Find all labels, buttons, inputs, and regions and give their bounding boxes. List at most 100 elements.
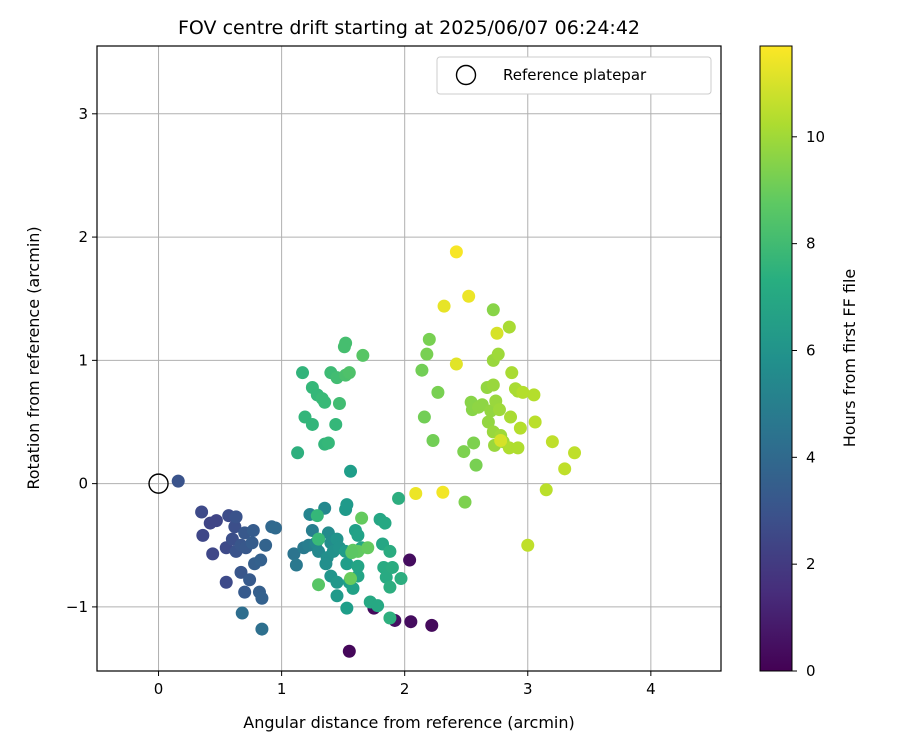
data-point — [420, 347, 434, 361]
y-tick-label: −1 — [66, 598, 88, 616]
data-point — [481, 415, 495, 429]
data-point — [287, 547, 301, 561]
legend-box — [436, 56, 712, 95]
data-point — [521, 538, 535, 552]
data-point — [254, 553, 268, 567]
data-point — [330, 589, 344, 603]
data-point — [329, 417, 343, 431]
data-point — [238, 585, 252, 599]
data-point — [289, 558, 303, 572]
data-point — [378, 516, 392, 530]
data-point — [246, 523, 260, 537]
data-point — [319, 557, 333, 571]
data-point — [502, 320, 516, 334]
data-point — [449, 357, 463, 371]
data-point — [528, 415, 542, 429]
data-point — [346, 581, 360, 595]
data-point — [385, 560, 399, 574]
data-point — [436, 485, 450, 499]
data-points — [171, 245, 582, 658]
colorbar-tick-label: 8 — [806, 235, 816, 253]
data-point — [422, 332, 436, 346]
data-point — [228, 520, 242, 534]
data-point — [310, 509, 324, 523]
data-point — [491, 347, 505, 361]
data-point — [340, 557, 354, 571]
data-point — [516, 385, 530, 399]
data-point — [318, 395, 332, 409]
data-point — [457, 445, 471, 459]
data-point — [425, 618, 439, 632]
colorbar-tick-label: 6 — [806, 341, 816, 359]
y-tick-label: 3 — [78, 105, 88, 123]
data-point — [504, 410, 518, 424]
data-point — [340, 601, 354, 615]
y-tick-label: 2 — [78, 228, 88, 246]
data-point — [219, 575, 233, 589]
data-point — [494, 433, 508, 447]
plot-frame — [96, 45, 722, 672]
colorbar-tick-label: 2 — [806, 555, 816, 573]
x-tick-label: 1 — [277, 680, 287, 698]
data-point — [330, 575, 344, 589]
data-point — [458, 495, 472, 509]
colorbar-ticks: 0 2 4 6 8 10 — [792, 128, 825, 680]
data-point — [486, 303, 500, 317]
x-axis: 0 1 2 3 4 — [154, 671, 656, 698]
data-point — [255, 591, 269, 605]
data-point — [171, 474, 185, 488]
colorbar-tick-label: 0 — [806, 662, 816, 680]
legend-marker-reference — [455, 64, 477, 86]
data-point — [234, 565, 248, 579]
data-point — [342, 366, 356, 380]
data-point — [490, 326, 504, 340]
data-point — [437, 299, 451, 313]
data-point — [305, 417, 319, 431]
data-point — [339, 336, 353, 350]
data-point — [469, 458, 483, 472]
data-point — [431, 385, 445, 399]
data-point — [342, 644, 356, 658]
data-point — [355, 511, 369, 525]
data-point — [291, 446, 305, 460]
data-point — [312, 532, 326, 546]
data-point — [345, 546, 359, 560]
legend-entry-reference: Reference platepar — [503, 66, 647, 84]
data-point — [394, 572, 408, 586]
colorbar-tick-label: 4 — [806, 448, 816, 466]
data-point — [379, 570, 393, 584]
x-tick-label: 3 — [523, 680, 533, 698]
data-point — [229, 510, 243, 524]
data-point — [462, 289, 476, 303]
y-axis: −1 0 1 2 3 — [66, 105, 97, 616]
x-tick-label: 2 — [400, 680, 410, 698]
data-point — [467, 436, 481, 450]
y-tick-label: 1 — [78, 351, 88, 369]
data-point — [209, 514, 223, 528]
data-point — [486, 378, 500, 392]
data-point — [235, 606, 249, 620]
data-point — [404, 615, 418, 629]
data-point — [356, 348, 370, 362]
y-axis-label: Rotation from reference (arcmin) — [24, 226, 43, 489]
x-axis-label: Angular distance from reference (arcmin) — [243, 713, 574, 732]
x-tick-label: 0 — [154, 680, 164, 698]
colorbar: 0 2 4 6 8 10 Hours from first FF file — [759, 45, 859, 680]
data-point — [312, 578, 326, 592]
data-point — [527, 388, 541, 402]
data-point — [332, 396, 346, 410]
data-point — [392, 491, 406, 505]
data-point — [383, 580, 397, 594]
legend: Reference platepar — [436, 56, 712, 95]
data-point — [321, 436, 335, 450]
data-point — [449, 245, 463, 259]
data-point — [296, 366, 310, 380]
grid — [97, 46, 721, 671]
data-point — [403, 553, 417, 567]
data-point — [243, 573, 257, 587]
data-point — [245, 536, 259, 550]
data-point — [409, 486, 423, 500]
data-point — [195, 505, 209, 519]
